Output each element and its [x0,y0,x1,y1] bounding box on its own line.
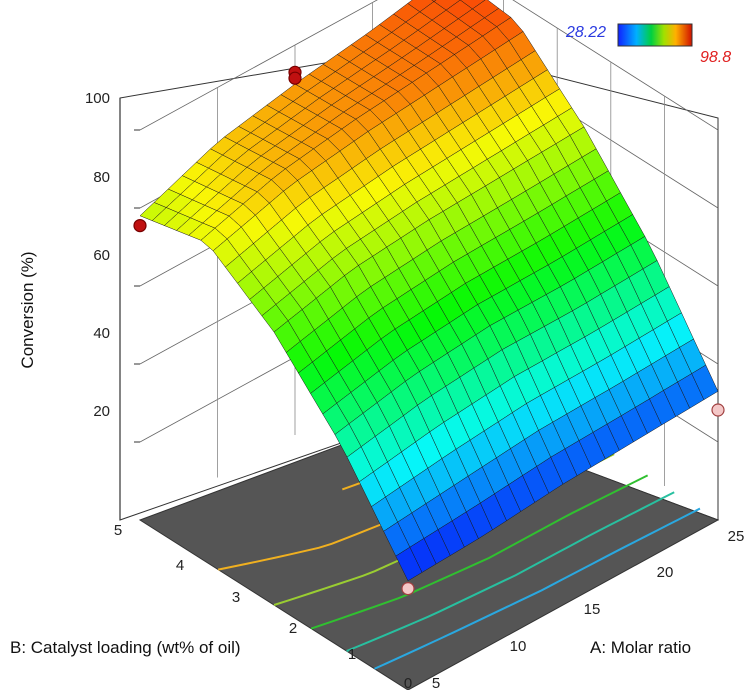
contour-line [346,491,675,652]
response-surface [139,0,719,582]
z-axis-label: Conversion (%) [18,251,37,368]
design-point [288,71,302,85]
design-point [401,581,415,596]
z-tick-20: 20 [93,403,110,420]
a-tick-10: 10 [510,638,527,655]
b-tick-0: 0 [404,675,412,690]
design-point [711,403,725,417]
b-tick-2: 2 [289,620,297,637]
a-tick-15: 15 [584,601,601,618]
b-axis-ticks: 5 4 3 2 1 0 [114,522,412,690]
surface-cell [691,364,719,401]
a-tick-25: 25 [728,528,745,545]
a-axis-ticks: 5 10 15 20 25 [432,528,745,690]
z-tick-100: 100 [85,90,110,107]
design-point [133,219,147,233]
b-tick-3: 3 [232,589,240,606]
z-tick-80: 80 [93,169,110,186]
design-points [133,65,725,596]
z-axis-ticks: 100 80 60 40 20 [85,90,110,420]
colorbar-min-label: 28.22 [565,24,606,41]
colorbar-gradient [617,23,693,47]
b-tick-4: 4 [176,557,184,574]
surface-cell [431,0,437,2]
contour-line [374,507,701,670]
b-tick-1: 1 [348,646,356,663]
z-tick-60: 60 [93,247,110,264]
a-tick-20: 20 [657,564,674,581]
colorbar-legend: 28.22 98.8 [565,23,731,66]
contour-line [310,474,649,630]
b-axis-label: B: Catalyst loading (wt% of oil) [10,638,241,657]
a-axis-label: A: Molar ratio [590,638,691,657]
wall-gridline [139,0,719,131]
z-tick-40: 40 [93,325,110,342]
b-tick-5: 5 [114,522,122,539]
colorbar-max-label: 98.8 [700,49,731,66]
a-tick-5: 5 [432,675,440,690]
